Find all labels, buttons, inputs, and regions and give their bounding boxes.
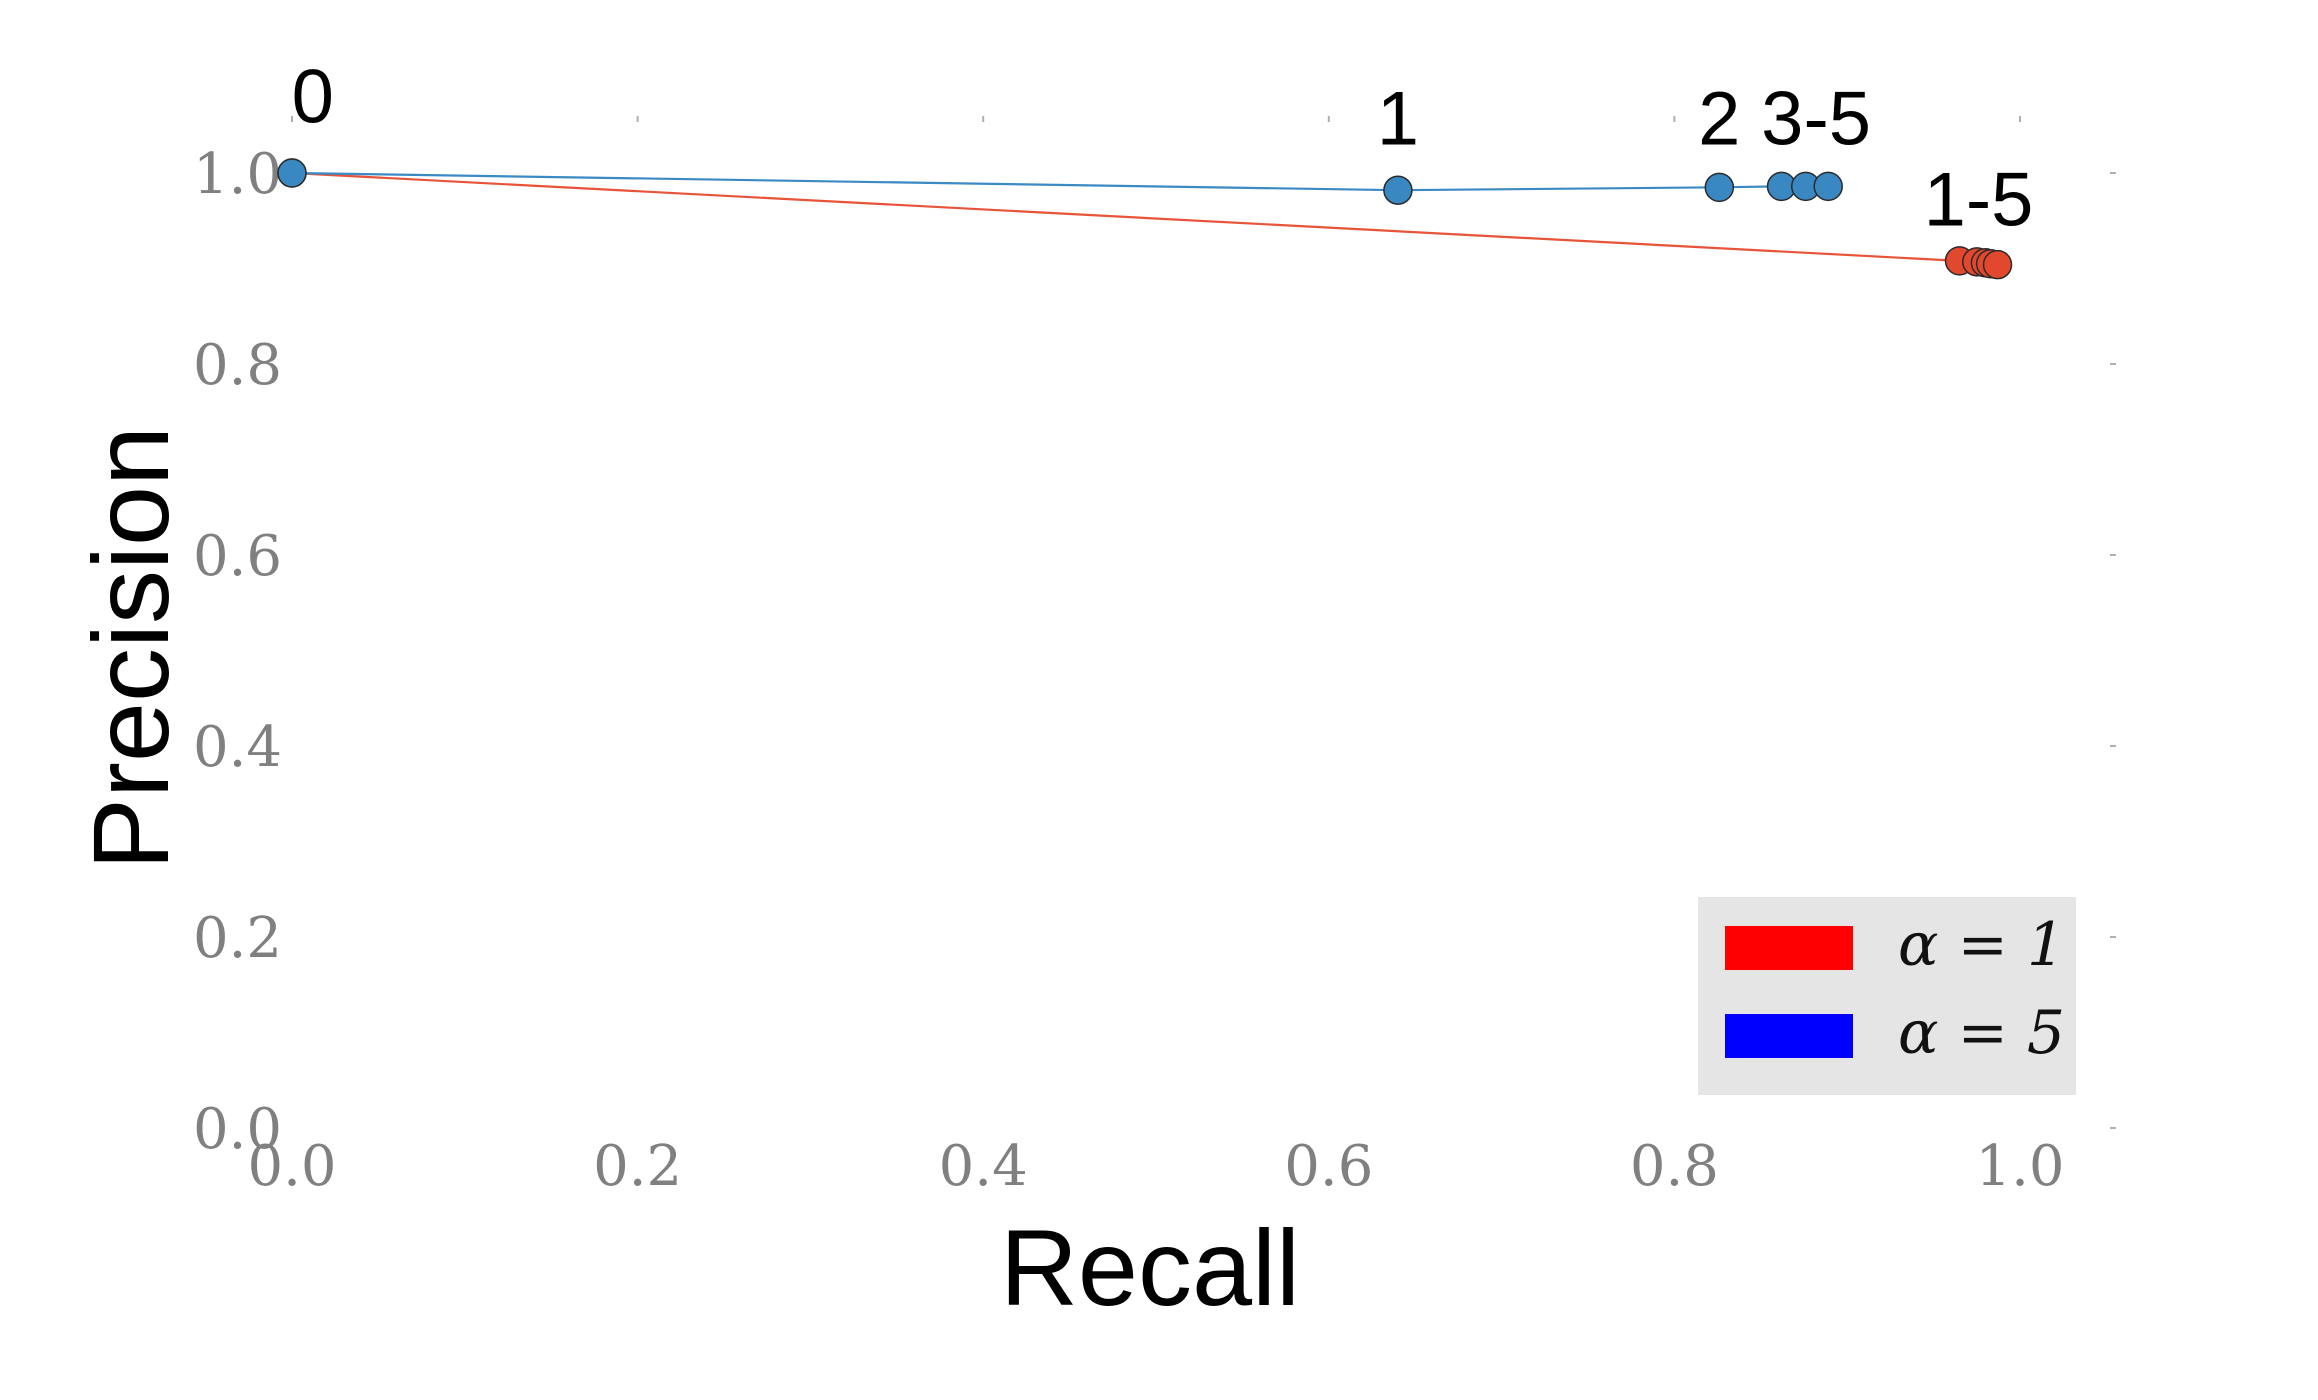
x-tick-label: 0.0 bbox=[247, 1134, 336, 1199]
point-annotation: 2 bbox=[1698, 76, 1740, 161]
x-axis-title: Recall bbox=[1000, 1207, 1300, 1328]
y-axis-title: Precision bbox=[70, 426, 191, 870]
y-tick-label: 0.0 bbox=[193, 1097, 282, 1162]
top-axis-ticks bbox=[291, 116, 2021, 122]
x-tick-label: 0.6 bbox=[1284, 1134, 1373, 1199]
data-point-alpha-5 bbox=[1813, 171, 1843, 202]
x-tick-label: 0.2 bbox=[593, 1134, 682, 1199]
legend-label-alpha-5: α = 5 bbox=[1898, 998, 2065, 1068]
y-axis-tick-labels: 0.0 0.2 0.4 0.6 0.8 1.0 bbox=[193, 142, 282, 1162]
point-annotation: 3-5 bbox=[1761, 76, 1871, 161]
data-point-alpha-5 bbox=[1704, 172, 1735, 203]
y-tick-label: 0.4 bbox=[193, 715, 282, 780]
y-tick-label: 0.2 bbox=[193, 906, 282, 971]
point-annotation: 0 bbox=[292, 54, 334, 139]
y-tick-label: 0.8 bbox=[193, 333, 282, 398]
legend-swatch-alpha-1 bbox=[1725, 926, 1853, 970]
legend: α = 1 α = 5 bbox=[1698, 897, 2076, 1095]
x-axis-tick-labels: 0.0 0.2 0.4 0.6 0.8 1.0 bbox=[247, 1134, 2064, 1199]
point-annotation: 1-5 bbox=[1924, 158, 2034, 243]
x-tick-label: 0.4 bbox=[939, 1134, 1028, 1199]
x-tick-label: 0.8 bbox=[1630, 1134, 1719, 1199]
x-tick-label: 1.0 bbox=[1975, 1134, 2064, 1199]
series-markers bbox=[277, 158, 2013, 280]
legend-label-alpha-1: α = 1 bbox=[1898, 910, 2065, 980]
data-point-alpha-1 bbox=[1982, 249, 2013, 280]
point-annotation: 1 bbox=[1377, 76, 1419, 161]
y-tick-label: 0.6 bbox=[193, 524, 282, 589]
right-axis-ticks bbox=[2110, 172, 2116, 1129]
y-tick-label: 1.0 bbox=[193, 142, 282, 207]
data-point-alpha-5 bbox=[277, 158, 307, 188]
legend-swatch-alpha-5 bbox=[1725, 1014, 1853, 1058]
point-annotations: 0 1 2 3-5 1-5 bbox=[292, 54, 2034, 242]
data-point-alpha-5 bbox=[1383, 175, 1413, 205]
